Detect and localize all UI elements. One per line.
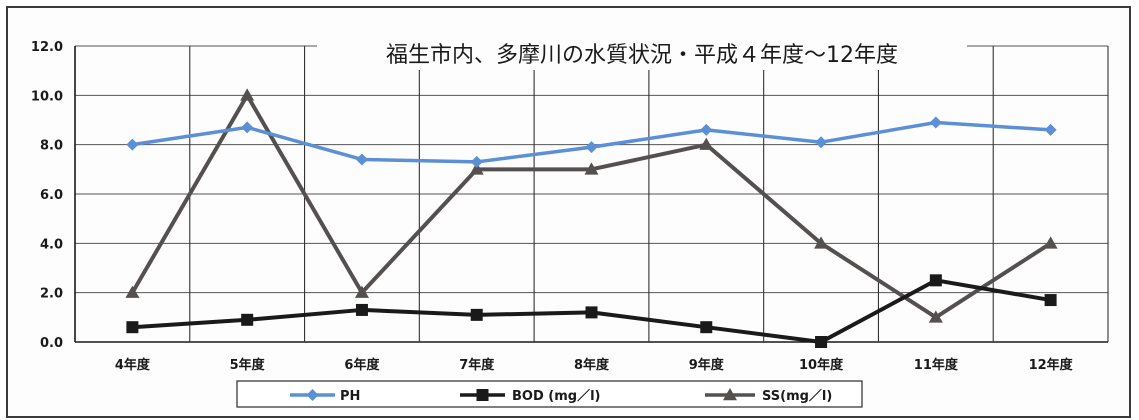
x-tick-label: 12年度 [1029, 357, 1074, 373]
data-point-ss [928, 310, 943, 323]
data-point-ss [125, 285, 140, 298]
title-background [317, 34, 967, 70]
series-lines [125, 88, 1058, 348]
series-ss [125, 88, 1058, 323]
y-axis-ticks: 0.0 2.0 4.0 6.0 8.0 10.0 12.0 [31, 40, 63, 351]
x-tick-label: 8年度 [574, 357, 610, 373]
legend: PH BOD (mg／l) SS(mg／l) [236, 380, 863, 408]
grid-lines [74, 45, 1109, 343]
legend-label-ph: PH [340, 389, 360, 404]
legend-label-bod: BOD (mg／l) [512, 388, 600, 404]
data-point-bod [700, 321, 713, 334]
x-tick-label: 4年度 [115, 357, 151, 373]
legend-marker-bod [476, 389, 489, 401]
y-tick-label: 6.0 [40, 188, 63, 203]
legend-marker-ph [306, 389, 319, 401]
legend-marker-ss [723, 388, 737, 401]
chart-title: 福生市内、多摩川の水質状況・平成４年度～12年度 [386, 43, 898, 68]
series-bod [126, 274, 1057, 348]
data-point-ph [585, 141, 598, 154]
y-tick-label: 10.0 [31, 89, 63, 104]
data-point-bod [585, 306, 598, 319]
data-point-bod [126, 321, 139, 334]
y-tick-label: 2.0 [40, 287, 63, 302]
x-tick-label: 6年度 [344, 357, 380, 373]
data-point-bod [355, 303, 368, 316]
data-point-bod [1044, 294, 1057, 307]
data-point-ph [470, 155, 483, 168]
data-point-ss [584, 162, 599, 175]
y-tick-label: 12.0 [31, 40, 63, 55]
data-point-bod [929, 274, 942, 287]
chart-frame [6, 6, 1131, 418]
legend-box [236, 380, 863, 408]
x-tick-label: 10年度 [799, 357, 844, 373]
x-tick-label: 9年度 [689, 357, 725, 373]
data-point-ss [354, 285, 369, 298]
data-point-ss [469, 162, 484, 175]
data-point-bod [241, 313, 254, 326]
y-tick-label: 4.0 [40, 237, 63, 252]
y-tick-label: 0.0 [40, 336, 63, 351]
data-point-ph [929, 116, 942, 129]
data-point-ss [1043, 236, 1058, 249]
series-line-ss [130, 93, 1052, 320]
data-point-ph [700, 123, 713, 136]
data-point-bod [470, 308, 483, 321]
data-point-ph [815, 136, 828, 149]
x-tick-label: 5年度 [230, 357, 266, 373]
data-point-ph [241, 121, 254, 134]
data-point-ph [1044, 123, 1057, 136]
data-point-ss [699, 137, 714, 150]
data-point-ss [240, 88, 255, 101]
data-point-ph [355, 153, 368, 166]
data-point-bod [815, 336, 828, 348]
legend-label-ss: SS(mg／l) [762, 388, 832, 404]
data-point-ss [814, 236, 829, 249]
y-tick-label: 8.0 [40, 139, 63, 154]
series-ph [126, 116, 1057, 168]
x-tick-label: 7年度 [459, 357, 495, 373]
x-axis-ticks: 4年度 5年度 6年度 7年度 8年度 9年度 10年度 11年度 12年度 [115, 357, 1074, 373]
data-point-ph [126, 138, 139, 151]
x-tick-label: 11年度 [914, 357, 959, 373]
